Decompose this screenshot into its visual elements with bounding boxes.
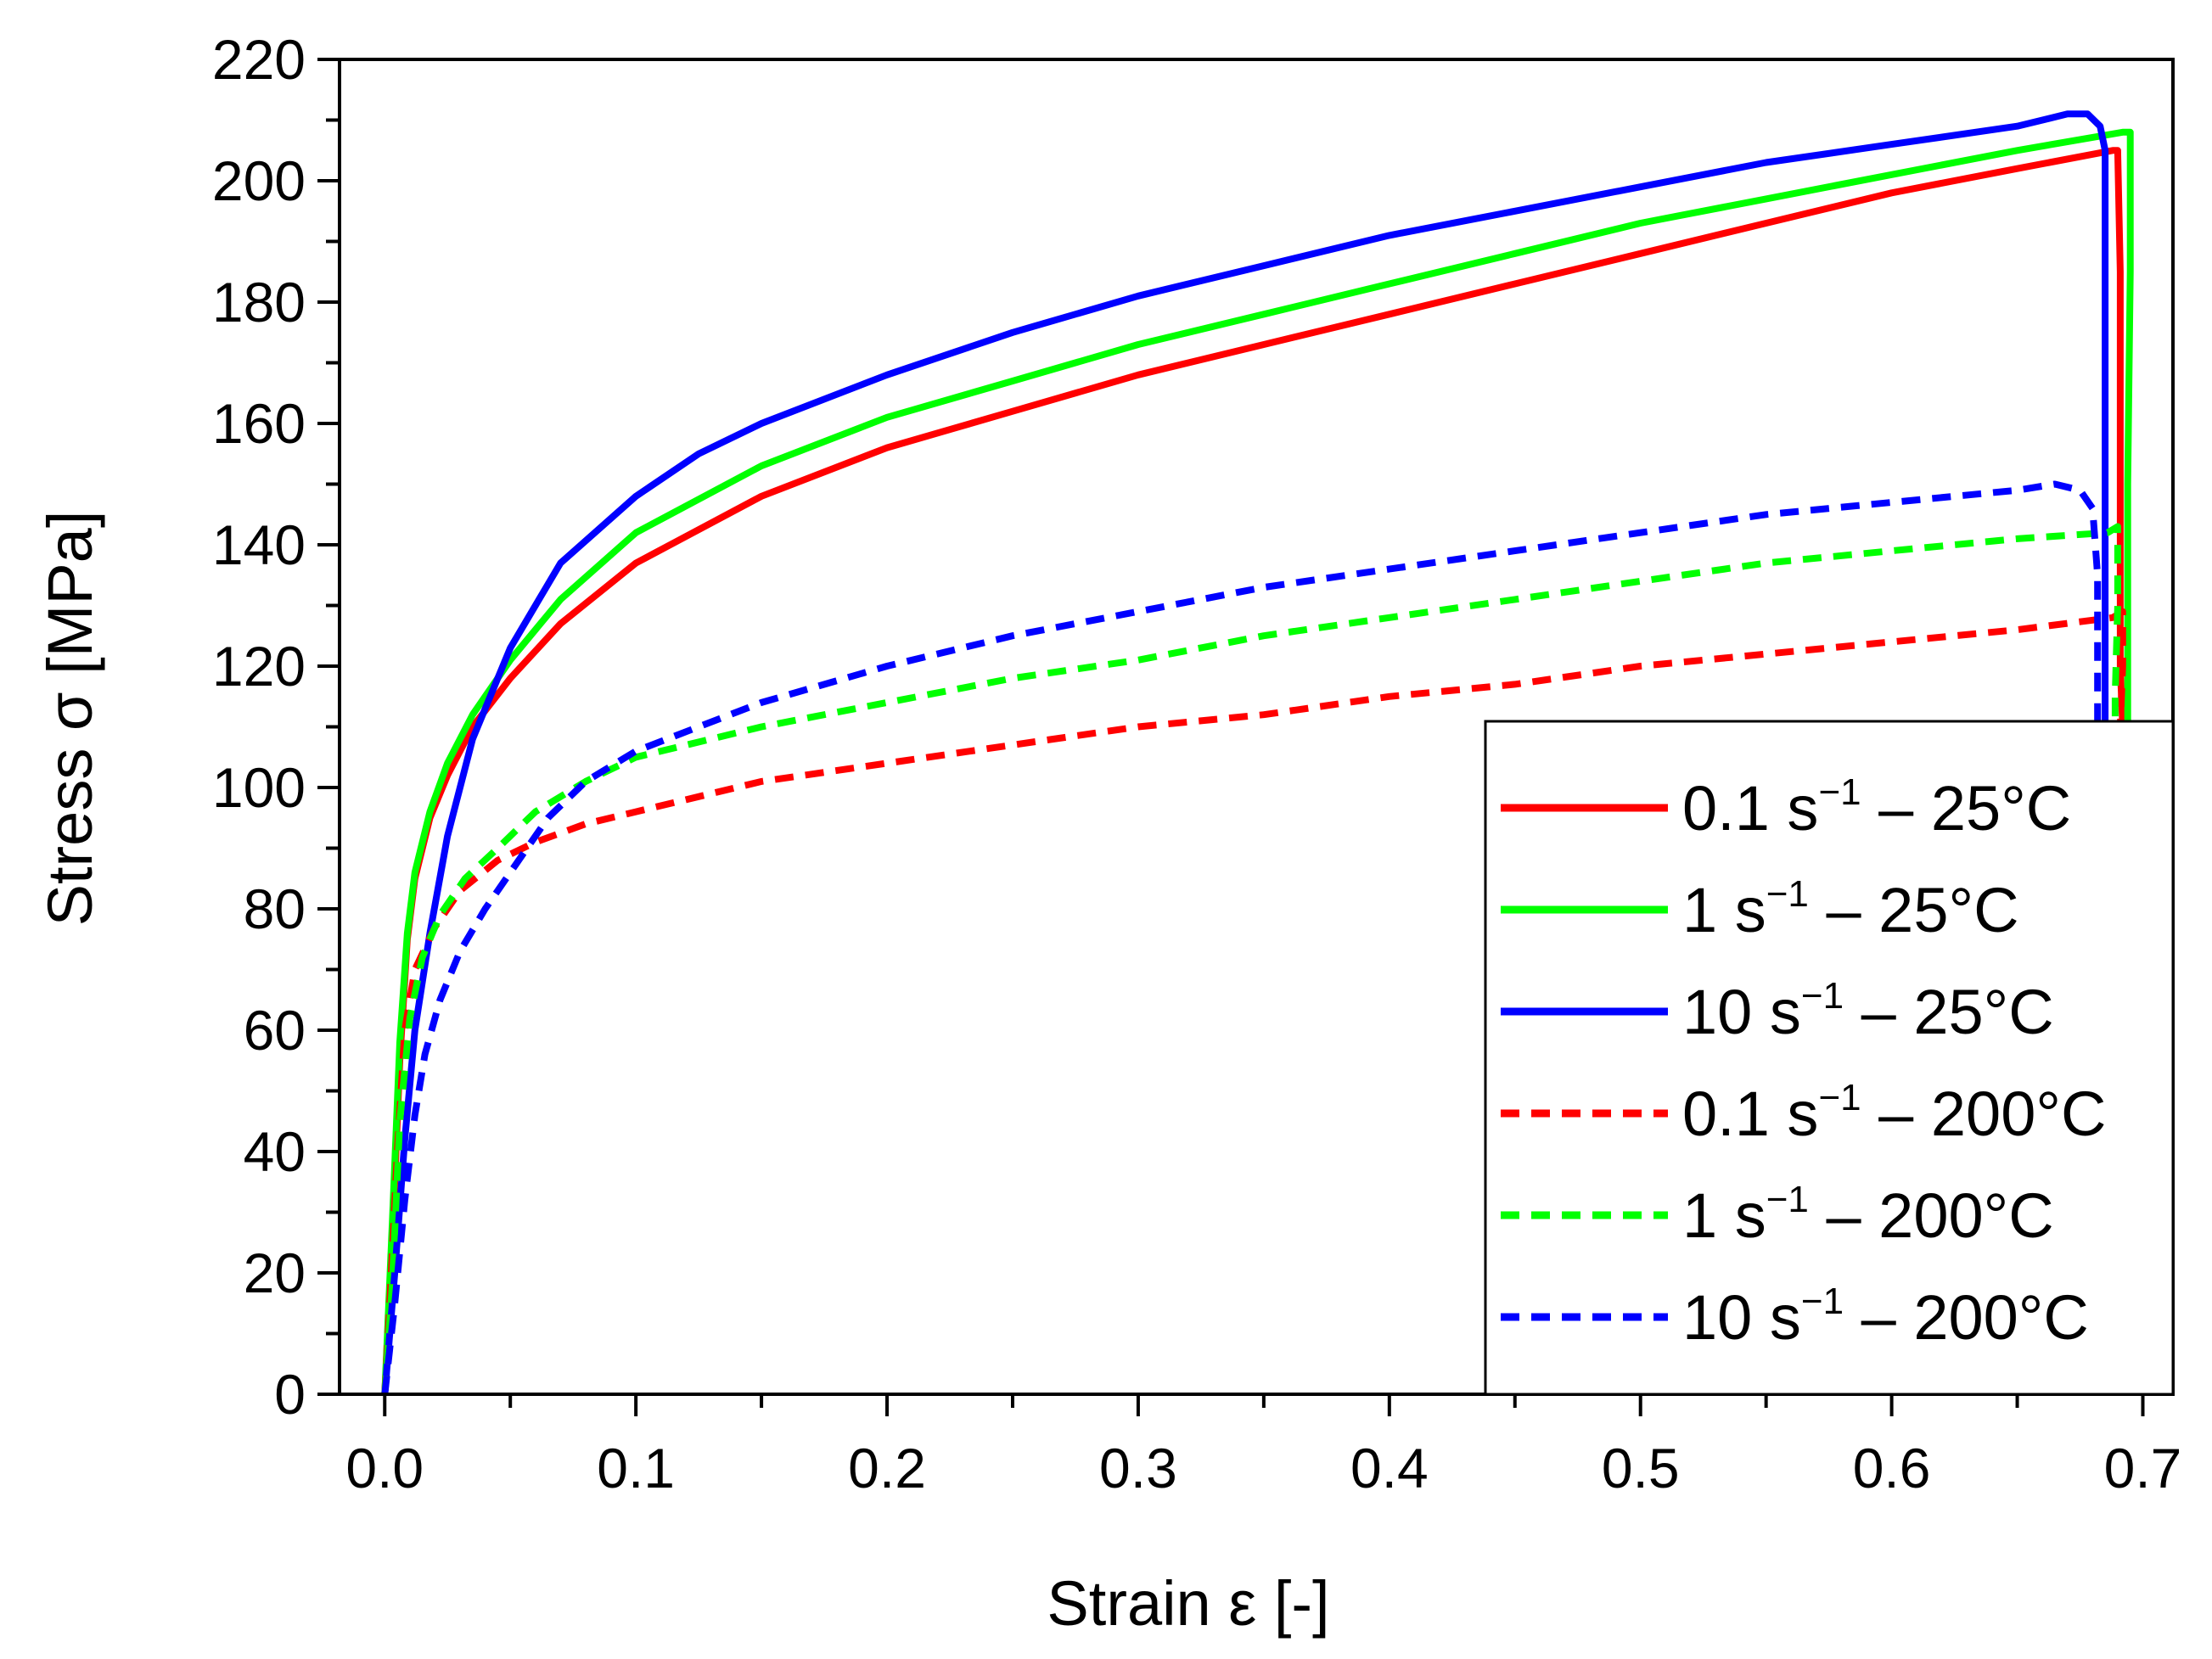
- series-line-5: [381, 523, 2121, 1394]
- y-tick-label: 100: [212, 756, 306, 819]
- y-axis-title: Stress σ [MPa]: [35, 511, 105, 927]
- series-line-3: [381, 110, 2109, 1394]
- legend-label-2: 1 s−1 – 25°C: [1682, 873, 2019, 945]
- x-tick-label: 0.4: [1350, 1437, 1429, 1499]
- legend-label-6: 10 s−1 – 200°C: [1682, 1281, 2089, 1353]
- y-tick-label: 60: [244, 999, 306, 1062]
- y-tick-label: 40: [244, 1120, 306, 1183]
- series-line-2: [381, 128, 2134, 1394]
- legend-label-5: 1 s−1 – 200°C: [1682, 1179, 2054, 1251]
- y-tick-label: 180: [212, 271, 306, 333]
- y-tick-label: 0: [274, 1363, 306, 1426]
- legend-label-1: 0.1 s−1 – 25°C: [1682, 771, 2071, 844]
- x-axis-title: Strain ε [-]: [1047, 1568, 1329, 1639]
- series-line-6: [381, 480, 2102, 1394]
- legend-box: [1484, 720, 2175, 1396]
- x-tick-label: 0.6: [1853, 1437, 1931, 1499]
- y-tick-label: 140: [212, 513, 306, 576]
- x-tick-label: 0.5: [1602, 1437, 1680, 1499]
- x-tick-label: 0.2: [848, 1437, 926, 1499]
- y-tick-label: 200: [212, 149, 306, 212]
- y-tick-label: 220: [212, 28, 306, 91]
- y-tick-label: 20: [244, 1241, 306, 1304]
- y-tick-label: 80: [244, 877, 306, 940]
- legend-label-4: 0.1 s−1 – 200°C: [1682, 1077, 2106, 1149]
- x-tick-label: 0.3: [1099, 1437, 1177, 1499]
- y-tick-label: 160: [212, 392, 306, 455]
- legend-label-3: 10 s−1 – 25°C: [1682, 975, 2054, 1047]
- x-tick-label: 0.1: [597, 1437, 675, 1499]
- y-tick-label: 120: [212, 635, 306, 698]
- legend: 0.1 s−1 – 25°C 1 s−1 – 25°C 10 s−1 – 25°C 0…: [1484, 720, 2175, 1396]
- x-tick-label: 0.0: [345, 1437, 424, 1499]
- x-tick-label: 0.7: [2104, 1437, 2182, 1499]
- series-group: [381, 110, 2134, 1394]
